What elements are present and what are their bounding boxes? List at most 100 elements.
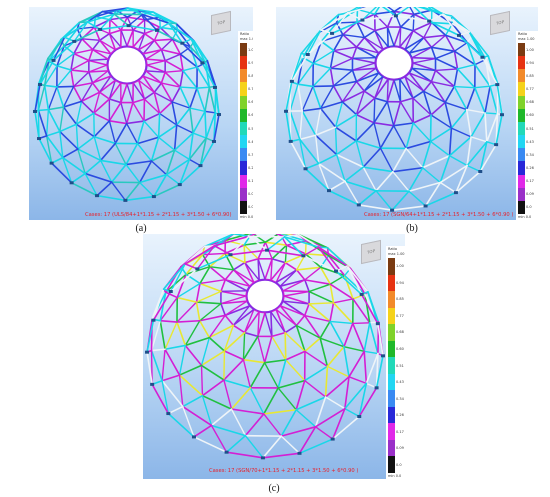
lattice-member — [258, 278, 266, 281]
lattice-member — [284, 324, 298, 334]
lattice-member — [126, 45, 134, 48]
lattice-member — [341, 80, 358, 103]
lattice-member — [387, 45, 395, 48]
lattice-member — [61, 156, 86, 175]
lattice-member — [88, 59, 108, 66]
lattice-member — [246, 300, 251, 307]
lattice-member — [164, 291, 179, 299]
lattice-member — [329, 67, 354, 71]
lattice-member — [75, 100, 83, 125]
lattice-member — [299, 110, 303, 141]
view-cube[interactable]: TOP — [361, 239, 381, 265]
support-node — [198, 164, 203, 168]
lattice-member — [143, 91, 156, 100]
lattice-member — [331, 407, 346, 440]
view-cube[interactable]: TOP — [211, 10, 231, 36]
lattice-member — [190, 38, 204, 64]
lattice-member — [335, 22, 344, 36]
lattice-member — [184, 344, 203, 367]
lattice-member — [200, 364, 225, 381]
legend-swatch — [518, 69, 525, 83]
lattice-member — [93, 26, 101, 42]
lattice-member — [195, 282, 201, 303]
lattice-member — [178, 374, 204, 397]
lattice-member — [114, 122, 128, 145]
lattice-member — [416, 7, 444, 15]
lattice-member — [363, 90, 376, 99]
lattice-member — [312, 62, 332, 70]
lattice-member — [47, 108, 61, 133]
lattice-member — [411, 67, 437, 72]
lattice-member — [280, 435, 301, 455]
lattice-member — [364, 293, 371, 324]
lattice-member — [430, 7, 453, 17]
lattice-member — [448, 155, 468, 167]
view-cube[interactable]: TOP — [490, 10, 510, 36]
lattice-member — [374, 13, 389, 28]
lattice-member — [108, 32, 122, 48]
lattice-member — [367, 291, 379, 325]
lattice-member — [386, 78, 389, 103]
lattice-member — [319, 107, 337, 128]
lattice-member — [173, 124, 178, 151]
lattice-member — [404, 30, 414, 50]
lattice-member — [70, 181, 98, 197]
lattice-member — [188, 132, 194, 161]
lattice-member — [355, 90, 365, 116]
lattice-member — [170, 263, 186, 293]
lattice-member — [270, 279, 277, 284]
legend-swatch — [388, 324, 395, 342]
lattice-member — [319, 266, 332, 285]
lattice-member — [279, 269, 298, 287]
lattice-member — [179, 53, 198, 68]
lattice-member — [282, 295, 285, 302]
lattice-member — [392, 122, 415, 127]
caption-a: (a) — [135, 223, 147, 234]
central-opening — [375, 46, 413, 80]
lattice-member — [88, 70, 109, 73]
lattice-member — [264, 258, 273, 281]
support-node — [37, 137, 42, 141]
lattice-member — [141, 11, 155, 16]
lattice-member — [156, 29, 184, 45]
lattice-member — [299, 138, 307, 170]
lattice-member — [232, 308, 255, 327]
lattice-member — [196, 245, 216, 270]
lattice-member — [375, 352, 379, 389]
lattice-member — [106, 64, 109, 72]
lattice-member — [341, 101, 358, 116]
lattice-member — [409, 7, 415, 16]
lattice-member — [282, 300, 306, 317]
legend-tick-label: 0.17 — [248, 179, 253, 184]
lattice-member — [295, 396, 327, 411]
lattice-member — [245, 290, 248, 297]
lattice-member — [38, 137, 53, 164]
lattice-member — [39, 57, 49, 86]
lattice-member — [374, 62, 377, 70]
legend-tick-label: 0.94 — [248, 60, 253, 65]
lattice-member — [184, 263, 199, 270]
lattice-member — [223, 379, 252, 389]
legend-swatch — [240, 148, 247, 162]
lattice-member — [479, 141, 488, 173]
lattice-member — [120, 45, 128, 48]
legend-tick-label: 0.43 — [248, 139, 253, 144]
lattice-member — [145, 49, 163, 60]
lattice-member — [70, 69, 75, 88]
lattice-member — [230, 386, 252, 410]
lattice-member — [52, 36, 66, 62]
lattice-member — [373, 97, 376, 124]
lattice-member — [199, 140, 215, 167]
lattice-member — [257, 258, 260, 281]
lattice-member — [355, 72, 380, 83]
lattice-member — [358, 204, 393, 211]
lattice-member — [474, 86, 486, 114]
load-case-text: Cases: 17 (SGN/70+1*1.15 + 2*1.15 + 3*1.… — [209, 468, 359, 474]
lattice-member — [223, 358, 245, 381]
lattice-member — [412, 57, 437, 64]
lattice-member — [179, 53, 184, 72]
lattice-member — [317, 246, 349, 267]
lattice-member — [264, 234, 281, 243]
lattice-member — [190, 38, 209, 62]
legend-swatch — [388, 439, 395, 457]
